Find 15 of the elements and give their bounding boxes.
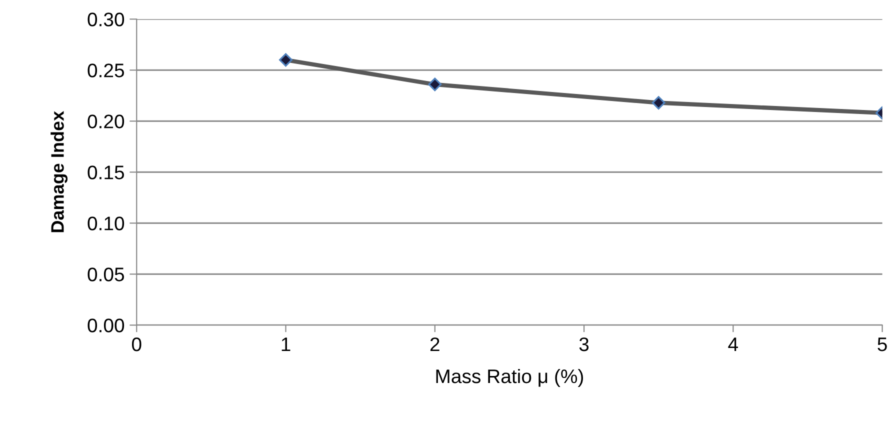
x-tick-label: 2 bbox=[430, 337, 440, 352]
y-tick-label: 0.25 bbox=[88, 64, 124, 78]
y-axis-title: Damage Index bbox=[50, 111, 68, 232]
x-tick-label: 4 bbox=[728, 338, 738, 352]
y-tick-label: 0.10 bbox=[88, 216, 124, 230]
x-tick-label: 3 bbox=[579, 337, 589, 352]
x-tick-label: 5 bbox=[878, 338, 887, 352]
y-tick-label: 0.20 bbox=[88, 114, 124, 128]
x-tick-label: 1 bbox=[282, 338, 290, 352]
y-tick-label: 0.15 bbox=[88, 166, 124, 180]
x-axis-title: Mass Ratio μ (%) bbox=[436, 368, 583, 388]
y-tick-label: 0.00 bbox=[88, 318, 124, 332]
y-tick-label: 0.05 bbox=[88, 268, 124, 282]
x-tick-label: 0 bbox=[132, 337, 142, 352]
y-tick-label: 0.30 bbox=[88, 12, 124, 26]
